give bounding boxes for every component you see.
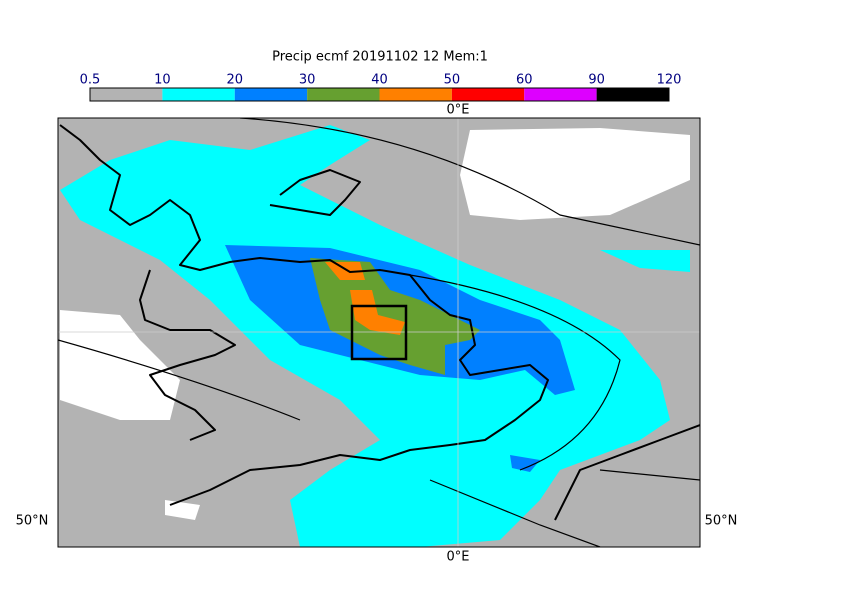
colorbar-label: 60 <box>516 73 533 88</box>
colorbar-label: 20 <box>226 73 243 88</box>
map <box>58 118 700 547</box>
colorbar-label: 10 <box>154 73 171 88</box>
colorbar: 0.5 10 20 30 40 50 60 90 120 <box>80 73 682 102</box>
map-frame <box>57 117 701 548</box>
colorbar-label: 90 <box>588 73 605 88</box>
bottom-label: 0°E <box>447 550 470 565</box>
colorbar-swatch <box>162 88 235 101</box>
colorbar-swatch <box>90 88 163 101</box>
left-label: 50°N <box>16 514 49 529</box>
top-label: 0°E <box>447 103 470 118</box>
focus-box <box>350 304 408 361</box>
title: Precip ecmf 20191102 12 Mem:1 <box>272 50 488 65</box>
colorbar-swatch <box>307 88 380 101</box>
colorbar-swatch <box>234 88 308 101</box>
colorbar-label: 0.5 <box>80 73 101 88</box>
precip-40 <box>325 262 365 280</box>
colorbar-label: 30 <box>299 73 316 88</box>
colorbar-frame <box>89 87 670 102</box>
colorbar-label: 40 <box>371 73 388 88</box>
colorbar-swatch <box>379 88 452 101</box>
colorbar-label: 120 <box>657 73 682 88</box>
colorbar-label: 50 <box>444 73 461 88</box>
coastlines <box>59 124 700 521</box>
dry-areas <box>60 128 690 520</box>
precip-20 <box>510 455 540 472</box>
precip-10 <box>600 250 690 272</box>
colorbar-swatch <box>596 88 669 101</box>
precip-40 <box>350 290 405 335</box>
colorbar-swatch <box>451 88 525 101</box>
right-label: 50°N <box>705 514 738 529</box>
colorbar-swatch <box>524 88 597 101</box>
borders <box>58 118 700 547</box>
precip-30 <box>310 258 480 375</box>
